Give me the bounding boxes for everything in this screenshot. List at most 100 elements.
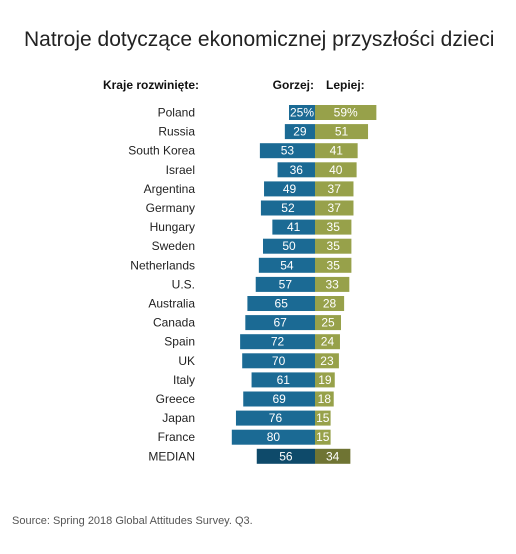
value-label-worse-spain: 72 bbox=[271, 335, 285, 349]
bar-worse-uk bbox=[242, 353, 315, 369]
value-label-better-israel: 40 bbox=[329, 163, 343, 177]
row-label-sweden: Sweden bbox=[152, 239, 195, 253]
bar-better-canada bbox=[315, 315, 341, 331]
value-label-better-u-s: 33 bbox=[325, 277, 339, 291]
value-label-worse-russia: 29 bbox=[293, 125, 307, 139]
bar-better-poland bbox=[315, 105, 377, 120]
row-label-median: MEDIAN bbox=[148, 449, 195, 463]
value-label-better-hungary: 35 bbox=[327, 220, 341, 234]
bar-better-australia bbox=[315, 296, 345, 311]
value-label-better-australia: 28 bbox=[323, 297, 337, 311]
value-label-worse-greece: 69 bbox=[272, 392, 286, 406]
value-label-better-uk: 23 bbox=[320, 354, 334, 368]
bar-better-germany bbox=[315, 200, 354, 216]
bar-worse-hungary bbox=[272, 219, 315, 235]
value-label-worse-uk: 70 bbox=[272, 354, 286, 368]
row-label-russia: Russia bbox=[158, 125, 195, 139]
bar-worse-sweden bbox=[263, 238, 315, 254]
bar-worse-south-korea bbox=[259, 143, 315, 159]
value-label-better-argentina: 37 bbox=[328, 182, 342, 196]
bar-better-france bbox=[315, 429, 331, 445]
value-label-worse-argentina: 49 bbox=[283, 182, 297, 196]
value-label-better-median: 34 bbox=[326, 449, 340, 463]
bar-better-argentina bbox=[315, 181, 354, 197]
row-label-greece: Greece bbox=[156, 392, 196, 406]
value-label-better-poland: 59% bbox=[334, 106, 358, 120]
bar-better-sweden bbox=[315, 238, 352, 254]
row-label-argentina: Argentina bbox=[144, 182, 196, 196]
bar-worse-france bbox=[231, 429, 315, 445]
row-label-u-s: U.S. bbox=[172, 277, 195, 291]
value-label-better-japan: 15 bbox=[316, 411, 330, 425]
bar-worse-japan bbox=[235, 410, 315, 426]
value-label-better-south-korea: 41 bbox=[330, 144, 344, 158]
bar-better-uk bbox=[315, 353, 339, 369]
bar-worse-germany bbox=[260, 200, 315, 216]
row-label-netherlands: Netherlands bbox=[130, 258, 195, 272]
bar-better-italy bbox=[315, 372, 335, 388]
value-label-better-italy: 19 bbox=[318, 373, 332, 387]
bar-better-median bbox=[315, 448, 351, 464]
value-label-worse-italy: 61 bbox=[277, 373, 291, 387]
value-label-worse-netherlands: 54 bbox=[280, 258, 294, 272]
value-label-worse-japan: 76 bbox=[269, 411, 283, 425]
bar-better-netherlands bbox=[315, 257, 352, 273]
source-note: Source: Spring 2018 Global Attitudes Sur… bbox=[12, 515, 253, 527]
row-label-australia: Australia bbox=[148, 297, 195, 311]
row-label-france: France bbox=[158, 430, 196, 444]
row-label-italy: Italy bbox=[173, 373, 195, 387]
bar-better-spain bbox=[315, 334, 340, 350]
row-label-uk: UK bbox=[178, 354, 195, 368]
row-label-poland: Poland bbox=[158, 106, 195, 120]
value-label-better-france: 15 bbox=[316, 430, 330, 444]
value-label-better-spain: 24 bbox=[321, 335, 335, 349]
value-label-worse-median: 56 bbox=[279, 449, 293, 463]
row-label-israel: Israel bbox=[166, 163, 195, 177]
bar-worse-greece bbox=[243, 391, 315, 407]
bar-better-japan bbox=[315, 410, 331, 426]
worse-header: Gorzej: bbox=[272, 78, 314, 92]
value-label-worse-hungary: 41 bbox=[287, 220, 301, 234]
value-label-worse-poland: 25% bbox=[290, 106, 314, 120]
chart-title: Natroje dotyczące ekonomicznej przyszłoś… bbox=[24, 28, 495, 51]
bar-worse-israel bbox=[277, 162, 315, 178]
value-label-worse-germany: 52 bbox=[281, 201, 295, 215]
bar-worse-australia bbox=[247, 296, 315, 311]
value-label-better-netherlands: 35 bbox=[327, 258, 341, 272]
row-label-japan: Japan bbox=[162, 411, 195, 425]
row-label-spain: Spain bbox=[164, 335, 195, 349]
bar-better-u-s bbox=[315, 276, 350, 292]
bar-worse-spain bbox=[240, 334, 315, 350]
value-label-better-germany: 37 bbox=[328, 201, 342, 215]
bar-worse-poland bbox=[289, 105, 315, 120]
value-label-better-sweden: 35 bbox=[327, 239, 341, 253]
bar-worse-median bbox=[256, 448, 315, 464]
row-label-hungary: Hungary bbox=[150, 220, 195, 234]
value-label-better-canada: 25 bbox=[321, 316, 335, 330]
value-label-worse-france: 80 bbox=[267, 430, 281, 444]
bar-better-greece bbox=[315, 391, 334, 407]
value-label-worse-u-s: 57 bbox=[279, 277, 293, 291]
bar-better-south-korea bbox=[315, 143, 358, 159]
bar-worse-u-s bbox=[255, 276, 315, 292]
bar-better-hungary bbox=[315, 219, 352, 235]
row-label-south-korea: South Korea bbox=[128, 144, 195, 158]
bar-worse-canada bbox=[245, 315, 315, 331]
bar-worse-netherlands bbox=[258, 257, 315, 273]
row-label-germany: Germany bbox=[146, 201, 195, 215]
bar-better-russia bbox=[315, 124, 369, 140]
bar-worse-russia bbox=[284, 124, 315, 140]
better-header: Lepiej: bbox=[326, 78, 365, 92]
bar-worse-argentina bbox=[264, 181, 315, 197]
value-label-worse-australia: 65 bbox=[275, 297, 289, 311]
value-label-worse-south-korea: 53 bbox=[281, 144, 295, 158]
bar-better-israel bbox=[315, 162, 357, 178]
value-label-better-greece: 18 bbox=[318, 392, 332, 406]
value-label-better-russia: 51 bbox=[335, 125, 349, 139]
value-label-worse-canada: 67 bbox=[273, 316, 287, 330]
row-label-canada: Canada bbox=[153, 316, 195, 330]
countries-header: Kraje rozwinięte: bbox=[102, 78, 199, 92]
diverging-bar-chart: Poland 25% 59% Russia 29 51 South Korea 53 41 Isr… bbox=[128, 105, 377, 464]
value-label-worse-israel: 36 bbox=[290, 163, 304, 177]
value-label-worse-sweden: 50 bbox=[282, 239, 296, 253]
